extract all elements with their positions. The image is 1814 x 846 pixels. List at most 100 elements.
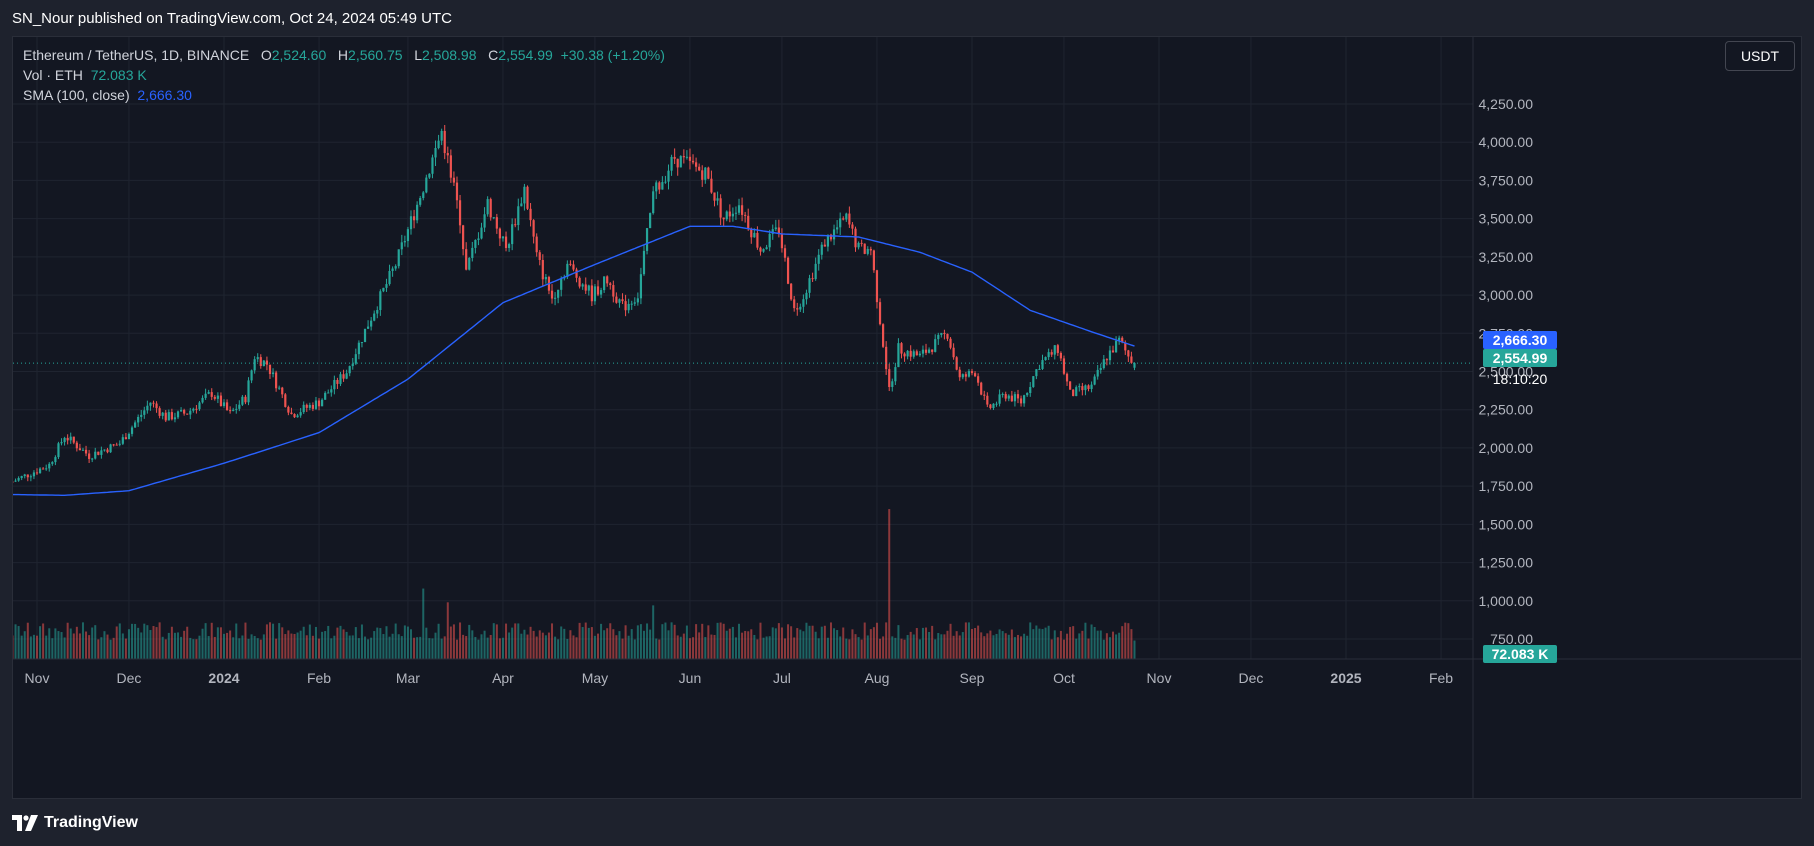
volume-bar[interactable] (903, 639, 906, 659)
volume-bar[interactable] (238, 638, 241, 659)
volume-bar[interactable] (508, 632, 511, 659)
candle-body[interactable] (590, 285, 593, 302)
candle-body[interactable] (57, 443, 60, 458)
volume-bar[interactable] (1050, 639, 1053, 659)
candle-body[interactable] (1090, 384, 1093, 390)
volume-bar[interactable] (771, 627, 774, 659)
volume-bar[interactable] (272, 623, 275, 659)
candle-body[interactable] (747, 215, 750, 229)
volume-bar[interactable] (523, 629, 526, 659)
candle-body[interactable] (1078, 386, 1081, 388)
candle-body[interactable] (382, 287, 385, 292)
volume-bar[interactable] (397, 634, 400, 659)
volume-bar[interactable] (652, 605, 655, 659)
volume-bar[interactable] (1093, 626, 1096, 659)
volume-bar[interactable] (811, 625, 814, 659)
volume-bar[interactable] (468, 624, 471, 659)
volume-bar[interactable] (437, 623, 440, 659)
candle-body[interactable] (167, 412, 170, 421)
candle-body[interactable] (241, 396, 244, 405)
candle-body[interactable] (161, 412, 164, 416)
volume-bar[interactable] (826, 637, 829, 659)
candle-body[interactable] (1075, 387, 1078, 397)
candle-body[interactable] (517, 206, 520, 226)
volume-bar[interactable] (54, 628, 57, 659)
candle-body[interactable] (440, 130, 443, 141)
candle-body[interactable] (624, 301, 627, 311)
volume-bar[interactable] (600, 623, 603, 659)
volume-bar[interactable] (170, 626, 173, 659)
volume-bar[interactable] (256, 638, 259, 659)
candle-body[interactable] (222, 402, 226, 407)
candle-body[interactable] (143, 410, 146, 415)
volume-label[interactable]: Vol · ETH (23, 67, 83, 83)
candle-body[interactable] (210, 392, 213, 397)
volume-bar[interactable] (394, 623, 397, 659)
volume-bar[interactable] (977, 625, 980, 659)
candle-body[interactable] (627, 303, 630, 311)
candle-body[interactable] (13, 481, 14, 483)
volume-bar[interactable] (661, 624, 664, 659)
candle-body[interactable] (655, 182, 658, 192)
candle-body[interactable] (265, 360, 269, 365)
candle-body[interactable] (609, 283, 612, 286)
candle-body[interactable] (1065, 373, 1069, 382)
candle-body[interactable] (477, 238, 480, 240)
candle-body[interactable] (1072, 389, 1075, 397)
candle-body[interactable] (943, 332, 946, 334)
candle-body[interactable] (357, 342, 360, 355)
volume-bar[interactable] (554, 636, 557, 659)
candle-body[interactable] (1059, 352, 1063, 359)
volume-bar[interactable] (330, 638, 333, 659)
volume-bar[interactable] (673, 624, 676, 659)
candle-body[interactable] (826, 234, 830, 247)
candle-body[interactable] (449, 155, 452, 178)
candle-body[interactable] (394, 266, 397, 269)
candle-body[interactable] (869, 248, 872, 251)
volume-bar[interactable] (290, 633, 293, 659)
candle-body[interactable] (949, 338, 952, 348)
candle-body[interactable] (762, 249, 765, 252)
volume-bar[interactable] (152, 626, 155, 659)
volume-bar[interactable] (299, 630, 302, 659)
candle-body[interactable] (722, 217, 725, 220)
volume-bar[interactable] (1035, 625, 1038, 659)
volume-bar[interactable] (498, 638, 501, 659)
volume-bar[interactable] (891, 636, 894, 659)
volume-bar[interactable] (526, 634, 529, 659)
candle-body[interactable] (492, 217, 495, 219)
volume-bar[interactable] (112, 637, 115, 659)
volume-bar[interactable] (541, 632, 544, 659)
volume-bar[interactable] (235, 623, 238, 659)
volume-bar[interactable] (143, 623, 146, 659)
volume-bar[interactable] (489, 635, 492, 659)
candle-body[interactable] (927, 349, 931, 353)
volume-bar[interactable] (918, 639, 921, 659)
volume-bar[interactable] (339, 625, 342, 659)
volume-bar[interactable] (382, 634, 385, 659)
volume-bar[interactable] (646, 623, 649, 659)
candle-body[interactable] (707, 167, 710, 179)
candle-body[interactable] (719, 198, 722, 218)
volume-bar[interactable] (422, 588, 425, 659)
candle-body[interactable] (428, 173, 431, 178)
volume-bar[interactable] (483, 630, 486, 659)
candle-body[interactable] (91, 458, 94, 460)
candle-body[interactable] (495, 217, 498, 229)
candle-body[interactable] (23, 474, 26, 477)
candle-body[interactable] (66, 437, 69, 441)
volume-bar[interactable] (345, 631, 348, 659)
volume-bar[interactable] (925, 627, 928, 659)
volume-bar[interactable] (88, 635, 91, 659)
volume-bar[interactable] (612, 629, 615, 659)
volume-bar[interactable] (1023, 633, 1026, 659)
volume-bar[interactable] (593, 635, 596, 659)
candle-body[interactable] (937, 334, 940, 340)
volume-bar[interactable] (572, 635, 575, 659)
volume-bar[interactable] (373, 631, 376, 659)
candle-body[interactable] (112, 444, 115, 446)
candle-body[interactable] (514, 224, 517, 226)
volume-bar[interactable] (560, 626, 563, 659)
volume-bar[interactable] (618, 631, 621, 659)
candle-body[interactable] (839, 218, 842, 228)
